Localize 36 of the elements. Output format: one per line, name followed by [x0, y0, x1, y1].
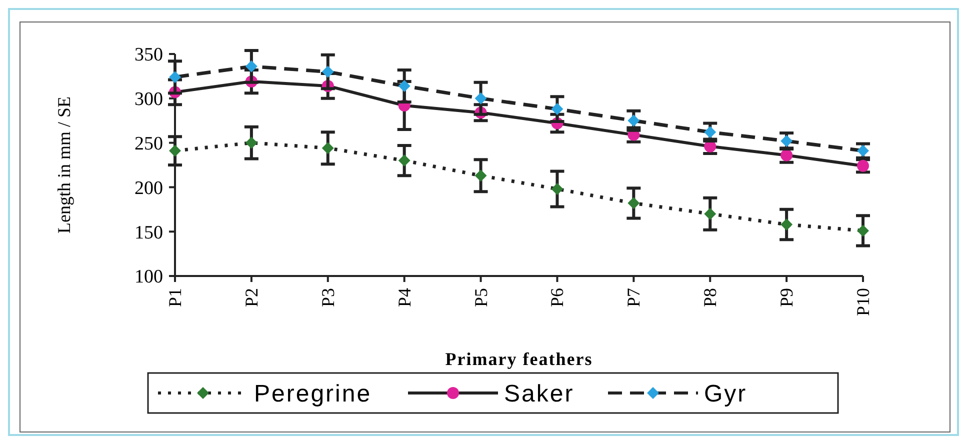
legend-label: Peregrine	[254, 380, 372, 408]
y-tick-label: 350	[134, 44, 163, 66]
x-tick-label: P2	[241, 288, 262, 308]
point	[551, 182, 564, 195]
point	[398, 80, 410, 92]
point	[780, 218, 793, 230]
point	[551, 103, 564, 116]
x-tick-label: P4	[394, 288, 414, 308]
x-tick-label: P10	[853, 288, 873, 316]
y-tick-label: 200	[134, 178, 163, 199]
x-tick-label: P3	[318, 288, 338, 308]
x-tick-label: P1	[165, 288, 185, 308]
point	[474, 92, 487, 104]
x-tick-label: P9	[776, 288, 797, 308]
legend-label: Saker	[504, 380, 574, 408]
point	[322, 142, 334, 154]
point	[398, 154, 410, 167]
point	[169, 144, 181, 157]
point	[628, 197, 640, 210]
x-tick-label: P5	[470, 288, 491, 308]
y-tick-label: 300	[134, 89, 163, 110]
y-axis-title: Length in mm / SE	[54, 96, 74, 234]
legend-label: Gyr	[704, 380, 748, 408]
point	[704, 208, 716, 220]
point	[245, 60, 258, 72]
point	[857, 224, 869, 237]
x-tick-label: P8	[700, 288, 720, 308]
y-tick-label: 150	[134, 222, 163, 244]
y-tick-label: 250	[134, 133, 163, 154]
point	[474, 170, 487, 182]
point	[245, 136, 258, 149]
x-tick-label: P7	[624, 288, 644, 308]
point	[322, 66, 334, 78]
x-axis-title: Primary feathers	[445, 349, 593, 369]
y-tick-label: 100	[134, 266, 163, 288]
x-tick-label: P6	[547, 288, 568, 308]
